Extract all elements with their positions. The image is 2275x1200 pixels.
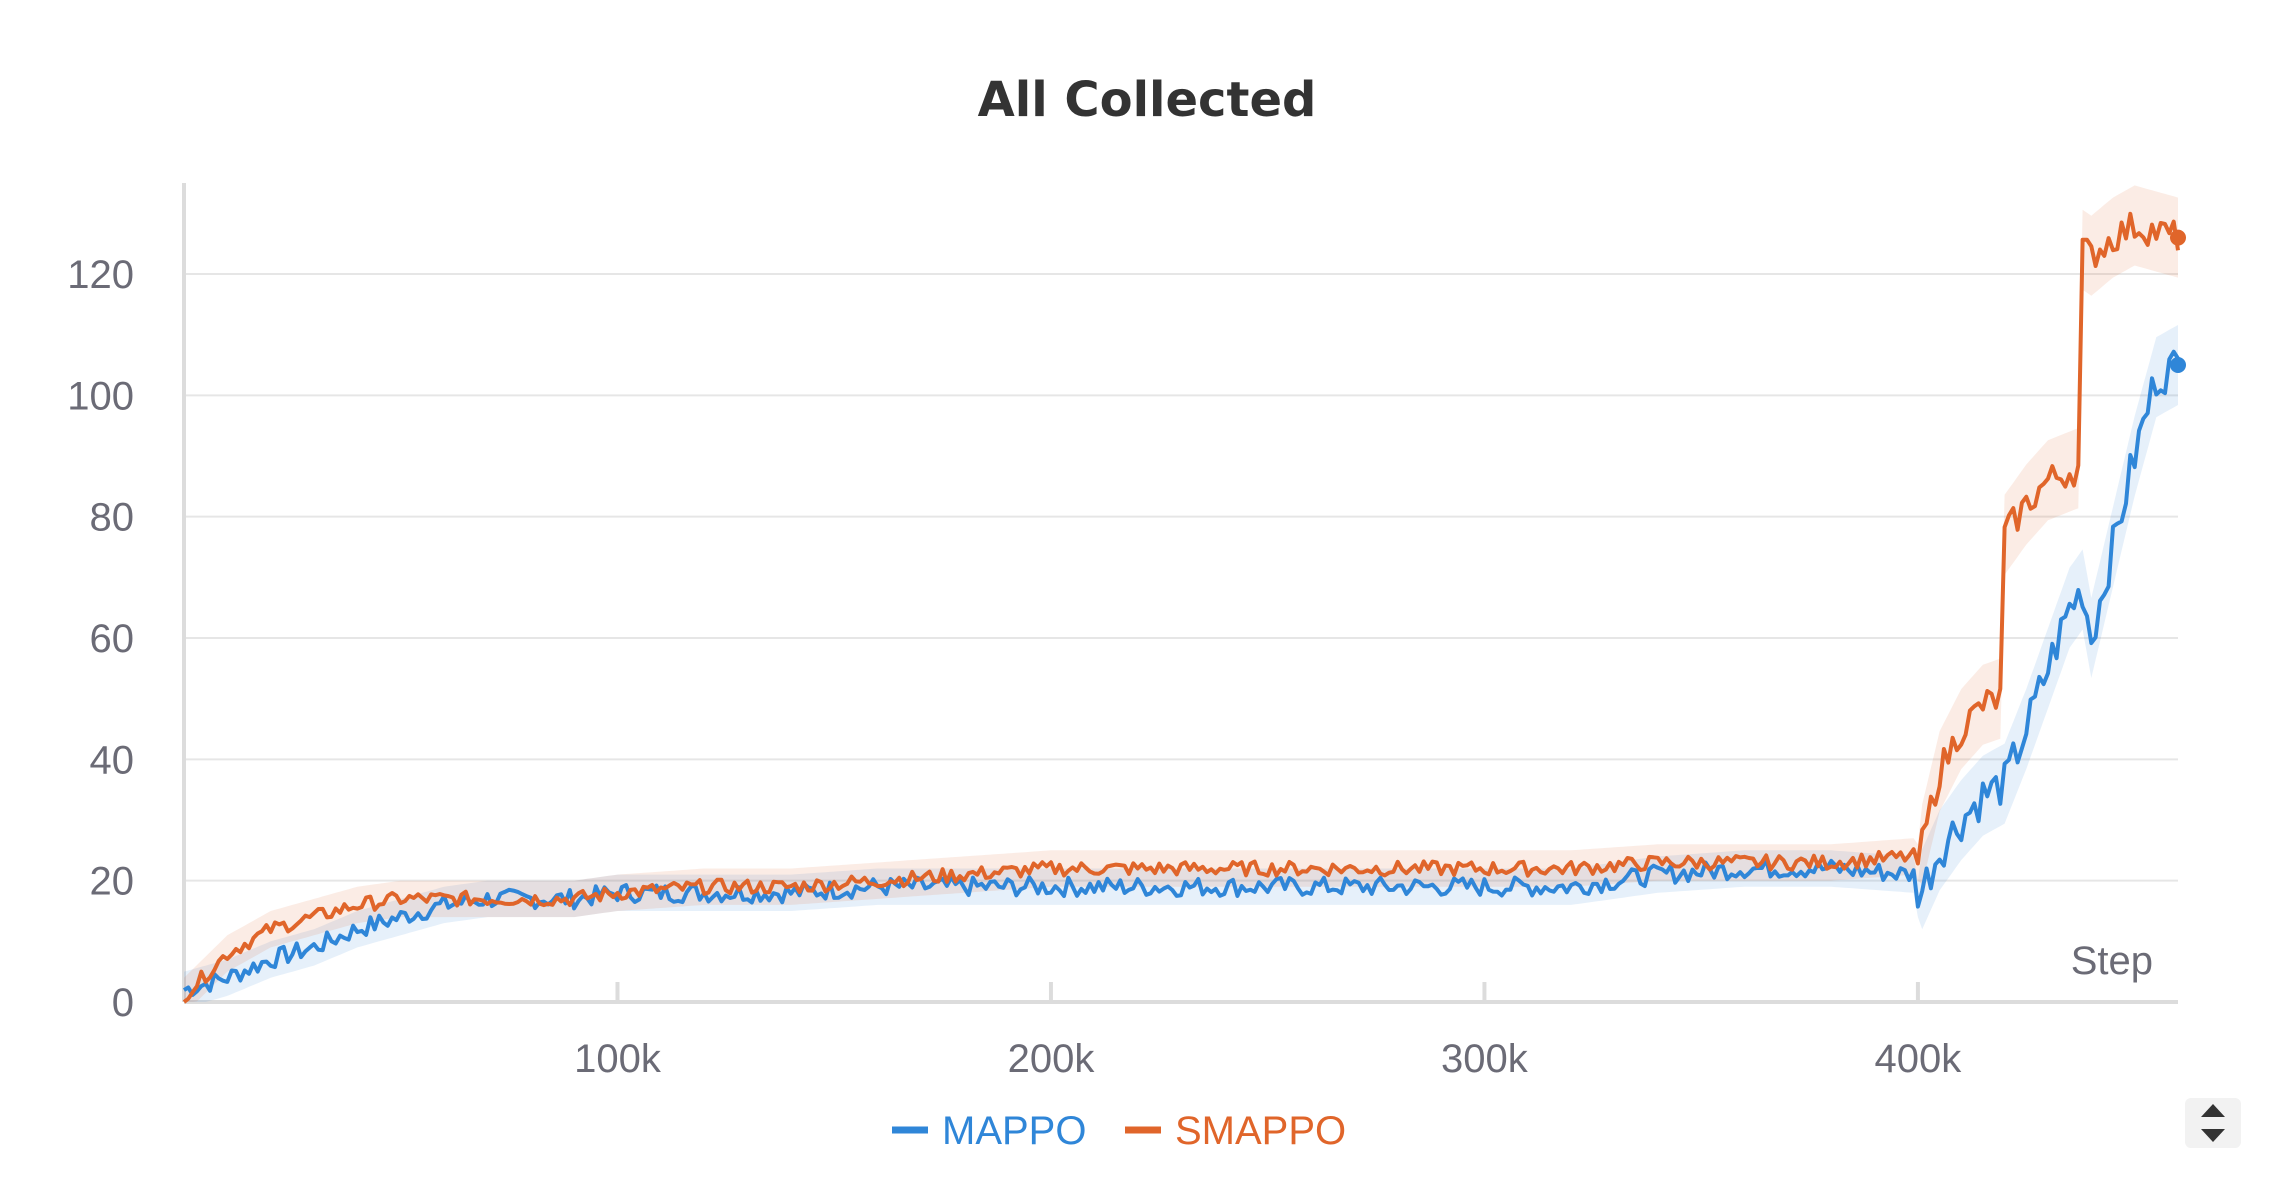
chart-title: All Collected [978,72,1317,128]
y-tick-labels: 0 20 40 60 80 100 120 [67,253,134,1025]
series-line-smappo[interactable] [182,211,2180,1004]
grid-lines [184,273,2178,882]
sort-arrows-icon [2201,1104,2225,1142]
y-tick-label: 20 [90,860,135,904]
y-tick-label: 60 [90,617,135,661]
series-bands [184,185,2178,1002]
series-endpoint-mappo[interactable] [2170,357,2186,373]
series-lines [182,211,2186,1004]
legend[interactable]: MAPPO SMAPPO [892,1109,1346,1153]
y-tick-label: 0 [112,981,134,1025]
x-tick-label: 400k [1875,1037,1963,1081]
x-tick-labels: 100k 200k 300k 400k [574,982,1962,1081]
x-axis-label: Step [2071,939,2153,983]
series-endpoint-smappo[interactable] [2170,229,2186,246]
y-tick-label: 80 [90,496,135,540]
x-tick-label: 300k [1441,1037,1529,1081]
sort-toggle-button[interactable] [2185,1098,2241,1148]
series-band-mappo [184,325,2178,1002]
legend-label: MAPPO [942,1109,1086,1153]
y-tick-label: 40 [90,738,135,782]
x-tick-label: 200k [1008,1037,1096,1081]
axes [182,183,2178,1004]
x-tick-label: 100k [574,1037,662,1081]
y-tick-label: 120 [67,253,134,297]
legend-label: SMAPPO [1175,1109,1346,1153]
legend-item-smappo[interactable]: SMAPPO [1125,1109,1346,1153]
y-tick-label: 100 [67,374,134,418]
legend-item-mappo[interactable]: MAPPO [892,1109,1086,1153]
